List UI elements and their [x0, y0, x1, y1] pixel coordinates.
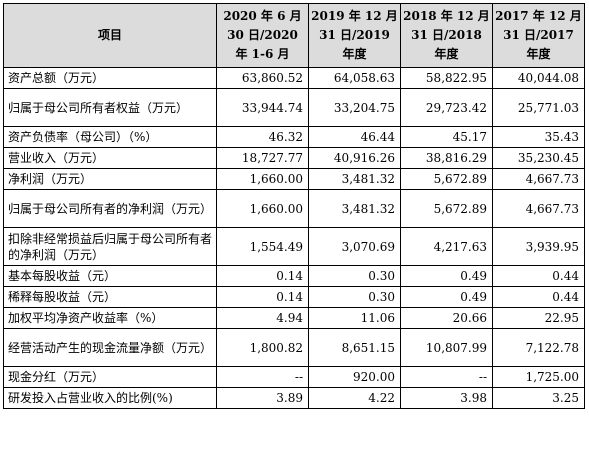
- header-line: 年度: [342, 47, 367, 61]
- cell-value: 22.95: [492, 307, 585, 329]
- table-row: 归属于母公司所有者权益（万元） 33,944.74 33,204.75 29,7…: [3, 88, 585, 127]
- cell-value: 3,939.95: [492, 227, 585, 266]
- cell-value: 4,667.73: [492, 189, 585, 228]
- cell-value: 3.89: [216, 387, 309, 409]
- row-label: 加权平均净资产收益率（%）: [3, 307, 217, 329]
- cell-value: 46.32: [216, 126, 309, 148]
- cell-value: --: [216, 366, 309, 388]
- cell-value: 7,122.78: [492, 328, 585, 367]
- cell-value: 4,217.63: [400, 227, 493, 266]
- cell-value: 0.49: [400, 286, 493, 308]
- cell-value: 0.49: [400, 265, 493, 287]
- column-header-2020-h1: 2020 年 6 月 30 日/2020 年 1-6 月: [216, 3, 309, 68]
- cell-value: 3.98: [400, 387, 493, 409]
- table-row: 扣除非经常损益后归属于母公司所有者的净利润（万元） 1,554.49 3,070…: [3, 227, 585, 266]
- cell-value: 1,725.00: [492, 366, 585, 388]
- row-label: 研发投入占营业收入的比例(%): [3, 387, 217, 409]
- cell-value: 46.44: [308, 126, 401, 148]
- cell-value: 10,807.99: [400, 328, 493, 367]
- cell-value: 1,660.00: [216, 168, 309, 190]
- table-row: 加权平均净资产收益率（%） 4.94 11.06 20.66 22.95: [3, 307, 585, 329]
- header-line: 2019 年 12 月: [311, 9, 398, 23]
- cell-value: 18,727.77: [216, 147, 309, 169]
- table-row: 基本每股收益（元） 0.14 0.30 0.49 0.44: [3, 265, 585, 287]
- table-row: 现金分红（万元） -- 920.00 -- 1,725.00: [3, 366, 585, 388]
- header-line: 31 日/2017: [503, 28, 574, 42]
- header-line: 31 日/2019: [319, 28, 390, 42]
- cell-value: 40,044.08: [492, 67, 585, 89]
- column-header-2017: 2017 年 12 月 31 日/2017 年度: [492, 3, 585, 68]
- cell-value: 1,554.49: [216, 227, 309, 266]
- column-header-item: 项目: [3, 3, 217, 68]
- column-header-2019: 2019 年 12 月 31 日/2019 年度: [308, 3, 401, 68]
- table-row: 研发投入占营业收入的比例(%) 3.89 4.22 3.98 3.25: [3, 387, 585, 409]
- cell-value: 3,070.69: [308, 227, 401, 266]
- cell-value: 8,651.15: [308, 328, 401, 367]
- cell-value: 35,230.45: [492, 147, 585, 169]
- cell-value: 4.94: [216, 307, 309, 329]
- table-row: 资产负债率（母公司）（%） 46.32 46.44 45.17 35.43: [3, 126, 585, 148]
- row-label: 资产总额（万元）: [3, 67, 217, 89]
- table-row: 净利润（万元） 1,660.00 3,481.32 5,672.89 4,667…: [3, 168, 585, 190]
- cell-value: 0.14: [216, 286, 309, 308]
- cell-value: 33,204.75: [308, 88, 401, 127]
- cell-value: 33,944.74: [216, 88, 309, 127]
- cell-value: 58,822.95: [400, 67, 493, 89]
- column-header-2018: 2018 年 12 月 31 日/2018 年度: [400, 3, 493, 68]
- cell-value: 20.66: [400, 307, 493, 329]
- header-line: 年度: [434, 47, 459, 61]
- cell-value: 3,481.32: [308, 168, 401, 190]
- financial-data-table: 项目 2020 年 6 月 30 日/2020 年 1-6 月 2019 年 1…: [3, 3, 585, 409]
- row-label: 稀释每股收益（元）: [3, 286, 217, 308]
- header-line: 年度: [526, 47, 551, 61]
- cell-value: 920.00: [308, 366, 401, 388]
- cell-value: 63,860.52: [216, 67, 309, 89]
- row-label: 归属于母公司所有者权益（万元）: [3, 88, 217, 127]
- cell-value: 0.30: [308, 265, 401, 287]
- cell-value: --: [400, 366, 493, 388]
- cell-value: 4,667.73: [492, 168, 585, 190]
- table-row: 经营活动产生的现金流量净额（万元） 1,800.82 8,651.15 10,8…: [3, 328, 585, 367]
- cell-value: 1,800.82: [216, 328, 309, 367]
- cell-value: 0.14: [216, 265, 309, 287]
- header-line: 31 日/2018: [411, 28, 482, 42]
- row-label: 净利润（万元）: [3, 168, 217, 190]
- row-label: 归属于母公司所有者的净利润（万元）: [3, 189, 217, 228]
- cell-value: 25,771.03: [492, 88, 585, 127]
- header-line: 年 1-6 月: [235, 47, 290, 61]
- table-row: 资产总额（万元） 63,860.52 64,058.63 58,822.95 4…: [3, 67, 585, 89]
- row-label: 资产负债率（母公司）（%）: [3, 126, 217, 148]
- header-line: 2020 年 6 月: [223, 9, 302, 23]
- cell-value: 5,672.89: [400, 189, 493, 228]
- cell-value: 64,058.63: [308, 67, 401, 89]
- row-label: 营业收入（万元）: [3, 147, 217, 169]
- header-line: 2018 年 12 月: [403, 9, 490, 23]
- cell-value: 35.43: [492, 126, 585, 148]
- cell-value: 38,816.29: [400, 147, 493, 169]
- header-line: 30 日/2020: [227, 28, 298, 42]
- cell-value: 0.30: [308, 286, 401, 308]
- table-row: 营业收入（万元） 18,727.77 40,916.26 38,816.29 3…: [3, 147, 585, 169]
- row-label: 基本每股收益（元）: [3, 265, 217, 287]
- table-header-row: 项目 2020 年 6 月 30 日/2020 年 1-6 月 2019 年 1…: [3, 3, 585, 68]
- table-row: 归属于母公司所有者的净利润（万元） 1,660.00 3,481.32 5,67…: [3, 189, 585, 228]
- row-label: 现金分红（万元）: [3, 366, 217, 388]
- cell-value: 0.44: [492, 286, 585, 308]
- row-label: 经营活动产生的现金流量净额（万元）: [3, 328, 217, 367]
- cell-value: 4.22: [308, 387, 401, 409]
- header-line: 2017 年 12 月: [495, 9, 582, 23]
- cell-value: 29,723.42: [400, 88, 493, 127]
- cell-value: 3.25: [492, 387, 585, 409]
- table-row: 稀释每股收益（元） 0.14 0.30 0.49 0.44: [3, 286, 585, 308]
- cell-value: 11.06: [308, 307, 401, 329]
- row-label: 扣除非经常损益后归属于母公司所有者的净利润（万元）: [3, 227, 217, 266]
- cell-value: 45.17: [400, 126, 493, 148]
- cell-value: 40,916.26: [308, 147, 401, 169]
- cell-value: 5,672.89: [400, 168, 493, 190]
- cell-value: 0.44: [492, 265, 585, 287]
- cell-value: 3,481.32: [308, 189, 401, 228]
- cell-value: 1,660.00: [216, 189, 309, 228]
